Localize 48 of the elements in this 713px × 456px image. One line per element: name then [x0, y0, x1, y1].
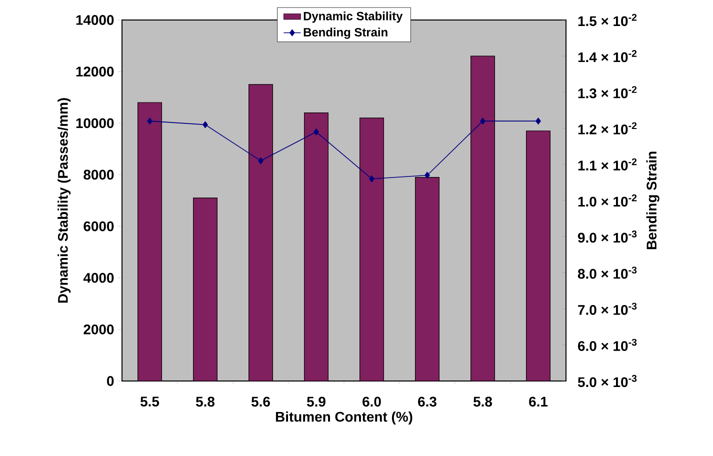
y2-tick-label: 1.4 × 10$^{-2}$: [578, 50, 637, 62]
legend-label: Dynamic Stability: [304, 12, 403, 23]
point: [480, 118, 486, 124]
y2-tick-label: 1.0 × 10$^{-2}$: [578, 194, 637, 207]
legend-label: Bending Strain: [304, 28, 388, 39]
y-tick-label: 12000: [76, 66, 114, 77]
y-tick-label: 0: [107, 376, 114, 386]
x-tick-label: 5.9: [306, 396, 326, 407]
y2-tick-label: 1.3 × 10$^{-2}$: [578, 86, 637, 98]
y2-tick-label: 8.0 × 10$^{-3}$: [578, 266, 637, 279]
bar: [470, 56, 495, 381]
y2-tick-label: 5.0 × 10$^{-3}$: [578, 374, 637, 388]
point: [424, 172, 430, 179]
x-tick-label: 6.0: [362, 396, 381, 407]
bar: [360, 118, 384, 381]
x-axis-title: Bitumen Content (%): [276, 411, 412, 424]
bar: [304, 112, 328, 381]
y2-tick-label: 7.0 × 10$^{-3}$: [578, 302, 637, 315]
y-axis-title: Dynamic Stability (Passes/mm): [58, 98, 71, 303]
x-tick-label: 5.8: [196, 396, 215, 407]
point: [314, 128, 319, 136]
y-tick-label: 10000: [76, 118, 114, 128]
y2-axis-title: Bending Strain: [646, 152, 660, 250]
y-tick-label: 2000: [84, 324, 114, 334]
bar: [193, 198, 218, 381]
y2-tick-label: 1.1 × 10$^{-2}$: [578, 158, 637, 170]
point: [536, 118, 541, 124]
y-tick-label: 14000: [76, 15, 114, 25]
bar: [138, 102, 162, 381]
y-tick-label: 4000: [83, 272, 114, 283]
x-tick-label: 5.6: [251, 396, 270, 407]
point: [202, 121, 208, 128]
y-tick-label: 6000: [84, 221, 114, 232]
x-tick-label: 6.3: [418, 396, 436, 407]
point: [258, 157, 264, 164]
x-tick-label: 5.8: [473, 396, 492, 407]
y2-tick-label: 9.0 × 10$^{-3}$: [578, 230, 637, 243]
point: [369, 175, 374, 182]
x-tick-label: 6.1: [529, 396, 548, 407]
bar: [248, 84, 273, 381]
y2-tick-label: 1.5 × 10$^{-2}$: [578, 14, 637, 26]
y2-tick-label: 1.2 × 10$^{-2}$: [578, 122, 637, 134]
bar: [415, 176, 440, 381]
point: [147, 118, 152, 124]
bar: [526, 130, 550, 381]
x-tick-label: 5.5: [140, 396, 160, 406]
y-tick-label: 8000: [84, 170, 114, 180]
y2-tick-label: 6.0 × 10$^{-3}$: [578, 338, 637, 351]
